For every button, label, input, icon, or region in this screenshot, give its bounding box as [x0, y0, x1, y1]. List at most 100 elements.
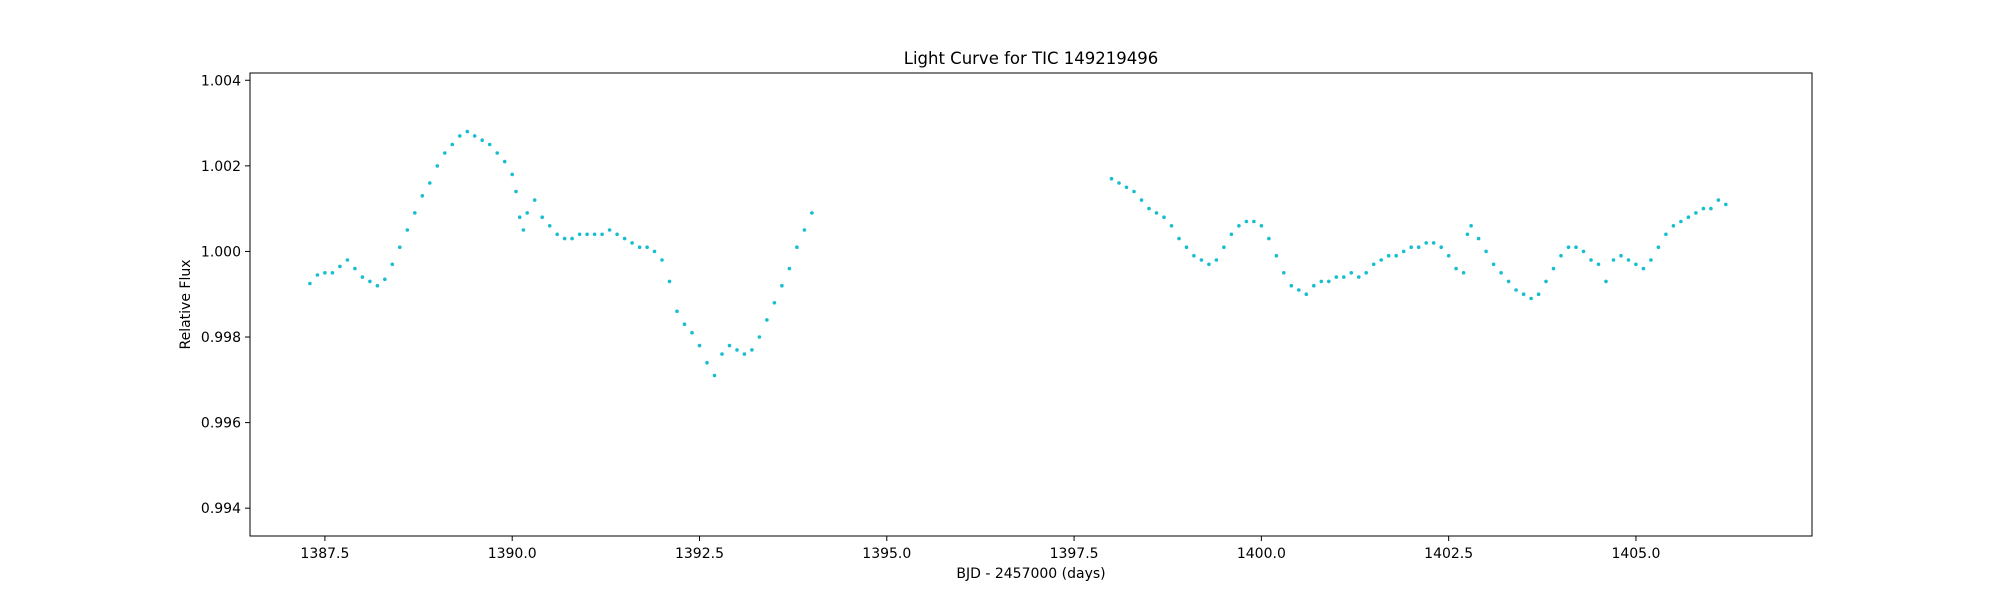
data-point	[1506, 279, 1511, 284]
data-point	[1439, 245, 1443, 249]
data-point	[810, 211, 814, 215]
data-point	[1701, 206, 1706, 211]
data-point	[1536, 292, 1541, 297]
data-point	[1267, 236, 1271, 241]
x-tick-label: 1400.0	[1237, 546, 1286, 562]
data-point	[353, 266, 357, 271]
data-point	[338, 264, 342, 269]
data-point	[1446, 253, 1451, 258]
data-point	[1656, 245, 1661, 249]
data-point	[645, 245, 649, 249]
data-point	[1192, 253, 1196, 258]
data-point	[1499, 271, 1503, 275]
data-point	[787, 266, 792, 271]
data-point	[742, 352, 747, 356]
data-point	[514, 189, 518, 194]
data-point	[772, 301, 777, 305]
data-point	[1641, 266, 1646, 271]
y-tick-label: 0.998	[201, 330, 241, 346]
y-tick-label: 1.000	[201, 244, 241, 260]
data-point	[667, 279, 672, 284]
x-axis: 1387.5 1390.0 1392.5 1395.0 1397.5 1400.0 1402…	[300, 536, 1660, 562]
data-point	[1589, 258, 1593, 262]
data-point	[1139, 198, 1144, 202]
data-point	[315, 273, 320, 277]
data-point	[368, 279, 372, 284]
data-point	[525, 211, 529, 215]
data-point	[705, 360, 709, 365]
data-point	[637, 245, 642, 249]
data-point	[1679, 219, 1683, 224]
data-point	[1214, 258, 1219, 262]
data-point	[630, 241, 634, 245]
data-point	[1454, 266, 1458, 271]
data-point	[1274, 253, 1279, 258]
data-point	[660, 258, 664, 262]
data-point	[1596, 262, 1601, 267]
data-point	[360, 275, 365, 279]
y-tick-label: 0.994	[201, 501, 241, 517]
data-point	[1581, 249, 1586, 254]
data-point	[1465, 232, 1470, 237]
data-point	[1177, 236, 1181, 241]
data-point	[1109, 176, 1114, 181]
data-point	[1544, 279, 1548, 284]
data-point	[1634, 262, 1638, 267]
y-axis: 0.994 0.996 0.998 1.000 1.002 1.004	[201, 73, 250, 517]
data-point	[1529, 296, 1533, 301]
chart-title: Light Curve for TIC 149219496	[904, 49, 1158, 68]
data-point	[675, 309, 679, 314]
data-point	[1574, 245, 1578, 249]
data-point	[1371, 262, 1376, 267]
data-point	[1132, 189, 1136, 194]
data-point	[802, 228, 807, 232]
data-point	[1349, 271, 1354, 275]
data-point	[390, 262, 395, 267]
data-point	[1229, 232, 1234, 237]
data-point	[517, 215, 522, 219]
data-point	[375, 283, 380, 288]
data-point	[1147, 206, 1151, 211]
data-point	[600, 232, 604, 237]
data-point	[1244, 219, 1249, 224]
y-tick-label: 1.002	[201, 159, 241, 175]
data-markers	[308, 129, 1728, 378]
data-point	[1649, 258, 1653, 262]
data-point	[727, 343, 732, 348]
data-point	[585, 232, 589, 237]
data-point	[443, 151, 447, 155]
data-point	[780, 283, 784, 288]
data-point	[472, 134, 477, 138]
data-point	[540, 215, 544, 219]
data-point	[1169, 224, 1174, 228]
data-point	[1709, 206, 1713, 211]
data-point	[1716, 198, 1721, 202]
data-point	[570, 236, 574, 241]
data-point	[398, 245, 402, 249]
data-point	[510, 172, 514, 177]
data-point	[577, 232, 582, 237]
data-point	[735, 348, 739, 352]
data-point	[1357, 275, 1361, 279]
data-point	[458, 134, 462, 138]
data-point	[1289, 283, 1294, 288]
data-point	[1342, 275, 1346, 279]
data-point	[1566, 245, 1571, 249]
data-point	[521, 228, 526, 232]
data-point	[1551, 266, 1556, 271]
data-point	[1664, 232, 1668, 237]
data-point	[1282, 271, 1286, 275]
data-point	[383, 277, 387, 282]
data-point	[1491, 262, 1496, 267]
data-point	[1207, 262, 1211, 267]
data-point	[622, 236, 627, 241]
x-axis-label: BJD - 2457000 (days)	[956, 566, 1105, 582]
x-tick-label: 1402.5	[1424, 546, 1473, 562]
data-point	[1259, 224, 1264, 228]
x-tick-label: 1395.0	[862, 546, 911, 562]
data-point	[413, 211, 417, 215]
data-point	[1401, 249, 1406, 254]
data-point	[765, 318, 769, 322]
data-point	[592, 232, 597, 237]
plot-frame	[249, 72, 1813, 537]
